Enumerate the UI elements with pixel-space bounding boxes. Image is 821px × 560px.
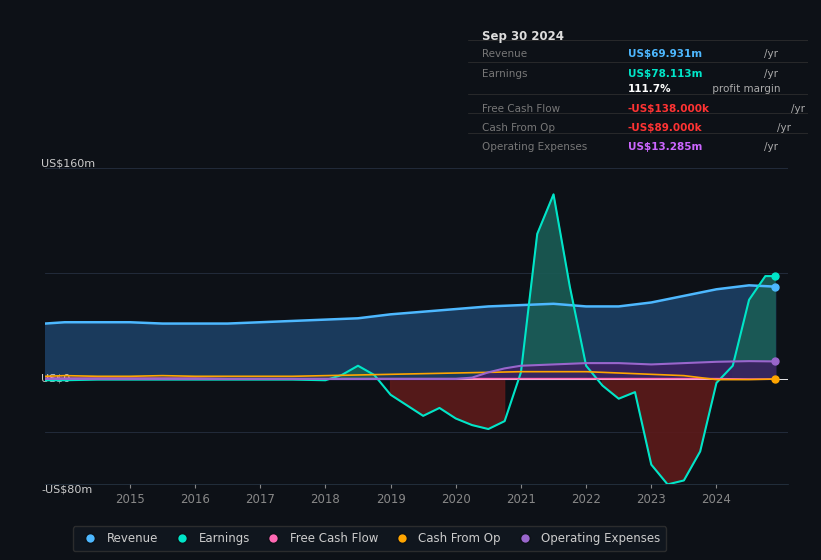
- Text: /yr: /yr: [764, 142, 777, 152]
- Text: Cash From Op: Cash From Op: [482, 123, 555, 133]
- Text: US$160m: US$160m: [41, 158, 95, 168]
- Text: /yr: /yr: [791, 104, 805, 114]
- Text: 111.7%: 111.7%: [628, 84, 672, 94]
- Text: US$78.113m: US$78.113m: [628, 69, 702, 79]
- Text: /yr: /yr: [764, 49, 777, 59]
- Text: US$13.285m: US$13.285m: [628, 142, 702, 152]
- Text: -US$89.000k: -US$89.000k: [628, 123, 703, 133]
- Text: Sep 30 2024: Sep 30 2024: [482, 30, 563, 43]
- Text: -US$138.000k: -US$138.000k: [628, 104, 710, 114]
- Legend: Revenue, Earnings, Free Cash Flow, Cash From Op, Operating Expenses: Revenue, Earnings, Free Cash Flow, Cash …: [73, 526, 666, 551]
- Text: US$69.931m: US$69.931m: [628, 49, 702, 59]
- Text: /yr: /yr: [764, 69, 777, 79]
- Text: US$0: US$0: [41, 374, 71, 384]
- Text: Earnings: Earnings: [482, 69, 527, 79]
- Text: -US$80m: -US$80m: [41, 484, 93, 494]
- Text: Revenue: Revenue: [482, 49, 527, 59]
- Text: /yr: /yr: [777, 123, 791, 133]
- Text: Operating Expenses: Operating Expenses: [482, 142, 587, 152]
- Text: profit margin: profit margin: [709, 84, 781, 94]
- Text: Free Cash Flow: Free Cash Flow: [482, 104, 560, 114]
